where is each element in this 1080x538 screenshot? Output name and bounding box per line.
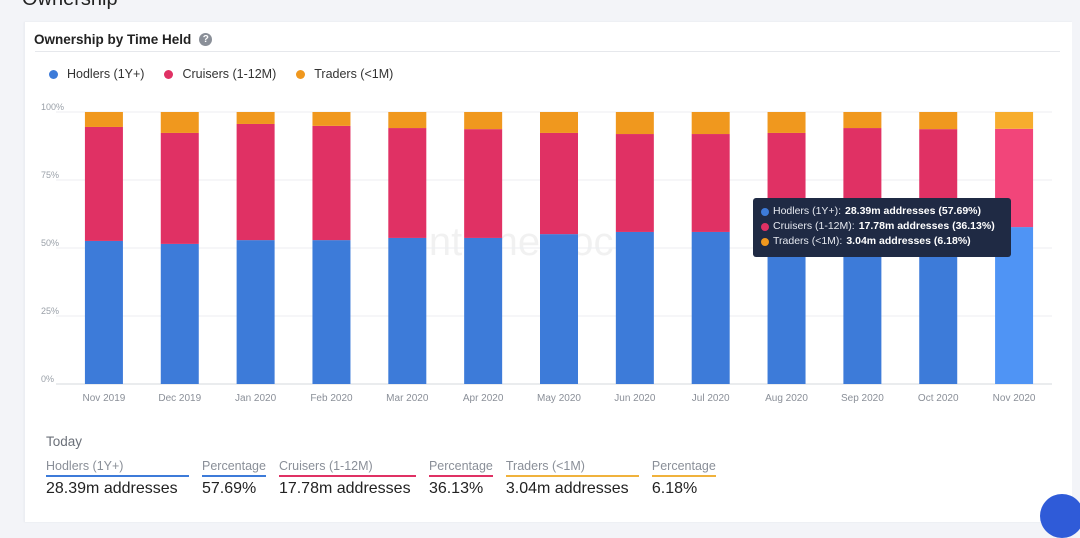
bar-segment-cruisers (388, 128, 427, 238)
stat-value: 36.13% (428, 480, 484, 497)
bar-segment-cruisers (464, 129, 503, 238)
stat-label: Cruisers (1-12M) (278, 459, 416, 477)
tooltip-row-hodlers: Hodlers (1Y+): 28.39m addresses (57.69%) (761, 204, 1003, 219)
bar-segment-traders (540, 112, 578, 133)
card-title: Ownership by Time Held (34, 31, 192, 47)
bar-segment-traders (691, 112, 730, 135)
stat-cruisers-pct: Percentage 36.13% (428, 459, 493, 498)
legend-item-traders[interactable]: Traders (<1M) (296, 67, 393, 81)
stat-label: Percentage (651, 459, 716, 477)
page-edge (1072, 0, 1080, 501)
tooltip-label: Cruisers (1-12M): (773, 220, 855, 232)
y-tick-label: 25% (41, 306, 59, 316)
y-tick-label: 75% (41, 170, 59, 180)
bar-segment-traders (160, 112, 199, 133)
bar-segment-cruisers (236, 123, 275, 241)
bar-segment-traders (312, 112, 351, 126)
legend-label: Hodlers (1Y+) (67, 67, 145, 81)
chart-tooltip: Hodlers (1Y+): 28.39m addresses (57.69%)… (753, 198, 1011, 257)
bar-segment-traders (388, 112, 427, 129)
legend-label: Cruisers (1-12M) (182, 67, 277, 81)
stat-value: 57.69% (202, 480, 257, 497)
header-divider (35, 51, 1060, 52)
bar-segment-traders (843, 112, 882, 129)
tooltip-label: Hodlers (1Y+): (773, 205, 841, 217)
stat-label: Percentage (428, 459, 493, 477)
x-tick-label: Jun 2020 (614, 393, 656, 404)
stat-traders-count: Traders (<1M) 3.04m addresses (505, 459, 639, 498)
chart-legend: Hodlers (1Y+) Cruisers (1-12M) Traders (… (49, 67, 393, 81)
bar-segment-cruisers (540, 132, 578, 235)
stat-hodlers-count: Hodlers (1Y+) 28.39m addresses (46, 459, 189, 498)
bar-segment-hodlers (160, 243, 199, 384)
bar-segment-cruisers (84, 126, 123, 241)
bar-segment-hodlers (615, 231, 654, 384)
x-tick-label: Oct 2020 (918, 393, 959, 404)
legend-dot-icon (296, 69, 306, 79)
stat-value: 17.78m addresses (278, 480, 411, 497)
legend-dot-icon (49, 69, 58, 79)
x-tick-label: Dec 2019 (158, 393, 201, 404)
x-tick-label: Apr 2020 (463, 393, 504, 404)
today-stats: Hodlers (1Y+) 28.39m addresses Percentag… (46, 459, 729, 498)
bar-segment-cruisers (160, 132, 199, 244)
x-tick-label: May 2020 (537, 393, 581, 404)
bar-segment-traders (615, 112, 654, 135)
tooltip-dot-icon (761, 222, 769, 231)
legend-dot-icon (164, 69, 174, 79)
bar-segment-hodlers (236, 240, 275, 384)
bar-segment-hodlers (388, 237, 427, 384)
legend-item-cruisers[interactable]: Cruisers (1-12M) (164, 67, 276, 81)
tooltip-row-cruisers: Cruisers (1-12M): 17.78m addresses (36.1… (761, 219, 1003, 234)
bar-segment-cruisers (312, 125, 351, 241)
card-header: Ownership by Time Held ? (34, 26, 213, 52)
x-tick-label: Jul 2020 (692, 393, 730, 404)
bar-segment-traders (464, 112, 503, 130)
legend-label: Traders (<1M) (314, 67, 394, 81)
bar-segment-hodlers (540, 234, 578, 384)
stat-value: 28.39m addresses (46, 480, 178, 497)
stat-value: 3.04m addresses (505, 480, 629, 497)
bar-segment-traders (767, 112, 806, 133)
stat-cruisers-count: Cruisers (1-12M) 17.78m addresses (278, 459, 416, 498)
tooltip-value: 3.04m addresses (6.18%) (846, 235, 971, 247)
today-title: Today (46, 434, 83, 449)
bar-segment-hodlers (464, 237, 503, 384)
stat-traders-pct: Percentage 6.18% (651, 459, 716, 498)
bar-segment-traders (84, 112, 123, 127)
watermark-text: intotheblock (420, 220, 634, 264)
x-tick-label: Nov 2019 (83, 393, 126, 404)
y-tick-label: 50% (41, 238, 59, 248)
stat-label: Traders (<1M) (505, 459, 639, 477)
bar-segment-traders (919, 112, 958, 130)
bar-segment-traders (236, 112, 275, 124)
tooltip-row-traders: Traders (<1M): 3.04m addresses (6.18%) (761, 234, 1003, 249)
y-tick-label: 0% (41, 374, 54, 384)
x-tick-label: Feb 2020 (310, 393, 353, 404)
bar-segment-hodlers (84, 240, 123, 384)
stat-value: 6.18% (651, 480, 698, 497)
legend-item-hodlers[interactable]: Hodlers (1Y+) (49, 67, 144, 81)
tooltip-dot-icon (761, 237, 769, 246)
y-tick-label: 100% (41, 102, 64, 112)
x-tick-label: Jan 2020 (235, 393, 277, 404)
stat-label: Hodlers (1Y+) (46, 459, 189, 477)
x-tick-label: Sep 2020 (841, 393, 884, 404)
x-tick-label: Mar 2020 (386, 393, 429, 404)
bar-segment-hodlers (312, 240, 351, 384)
x-tick-label: Aug 2020 (765, 393, 808, 404)
bar-segment-hodlers (691, 231, 730, 384)
section-title: Ownership (22, 0, 118, 11)
bar-segment-traders (995, 112, 1034, 129)
tooltip-value: 28.39m addresses (57.69%) (844, 205, 981, 217)
tooltip-value: 17.78m addresses (36.13%) (858, 220, 995, 232)
stat-label: Percentage (202, 459, 266, 477)
help-icon[interactable]: ? (199, 33, 213, 46)
x-tick-label: Nov 2020 (993, 393, 1036, 404)
stat-hodlers-pct: Percentage 57.69% (202, 459, 266, 498)
tooltip-dot-icon (761, 207, 769, 216)
bar-segment-cruisers (691, 134, 730, 232)
tooltip-label: Traders (<1M): (773, 235, 843, 247)
bar-segment-cruisers (615, 134, 654, 232)
